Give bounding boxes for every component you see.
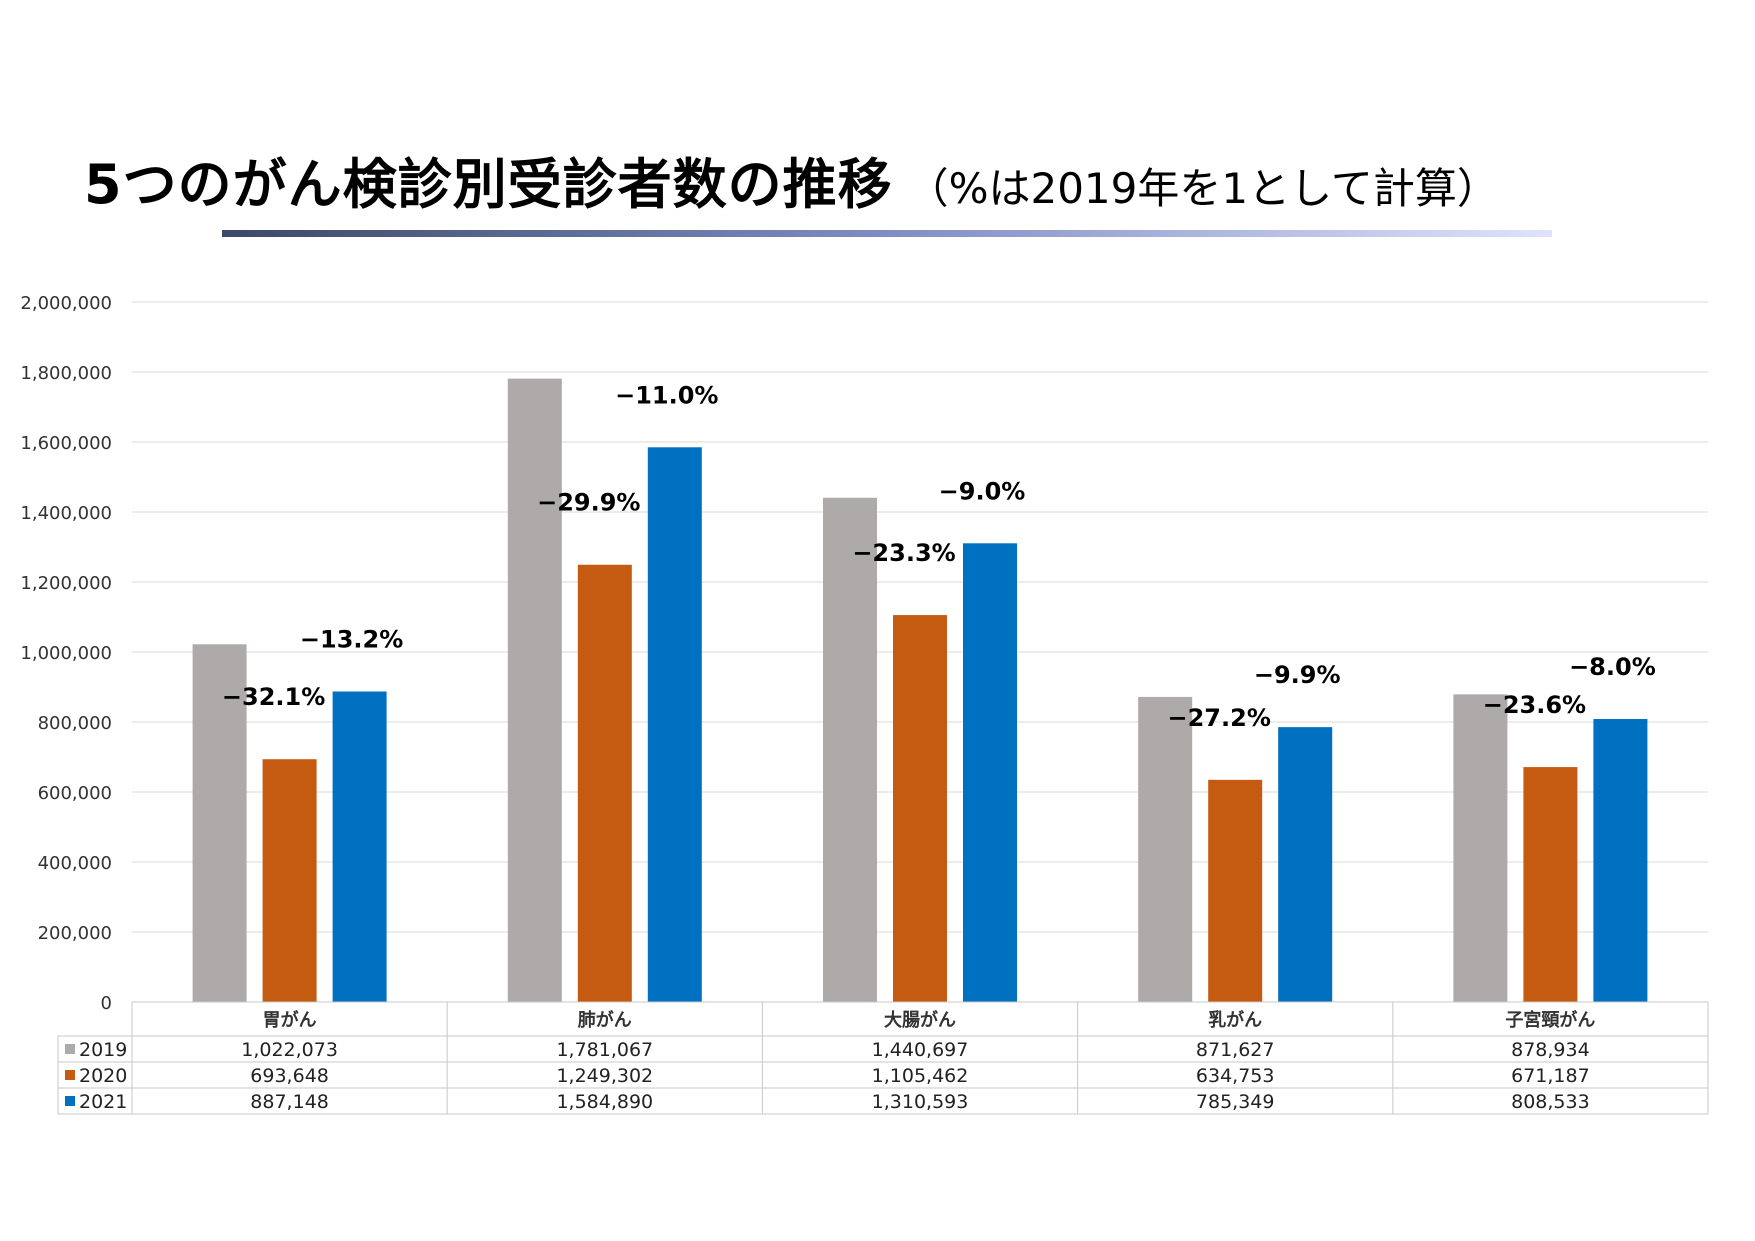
bar-2019 xyxy=(507,378,562,1002)
bar-2021 xyxy=(1593,719,1648,1002)
title-main: 5つのがん検診別受診者数の推移 xyxy=(84,153,893,216)
y-tick-label: 1,000,000 xyxy=(20,643,112,664)
y-tick-label: 0 xyxy=(101,993,112,1014)
slide-title: 5つのがん検診別受診者数の推移 （%は2019年を1として計算） xyxy=(84,140,1499,219)
category-label: 乳がん xyxy=(1208,1009,1262,1031)
pct-change-label: −11.0% xyxy=(615,381,718,409)
table-cell: 1,249,302 xyxy=(556,1065,653,1087)
pct-change-label: −23.3% xyxy=(852,539,955,567)
table-cell: 887,148 xyxy=(250,1091,329,1113)
legend-label: 2020 xyxy=(79,1065,127,1087)
pct-change-label: −8.0% xyxy=(1569,653,1656,681)
table-cell: 1,310,593 xyxy=(872,1091,969,1113)
data-table-border xyxy=(57,1035,1709,1115)
legend-swatch-2020 xyxy=(65,1070,75,1080)
bar-2021 xyxy=(332,691,387,1002)
legend-swatch-2021 xyxy=(65,1096,75,1106)
legend-label: 2019 xyxy=(79,1039,127,1061)
category-label: 大腸がん xyxy=(884,1009,956,1031)
pct-change-label: −9.9% xyxy=(1254,661,1341,689)
bar-2021 xyxy=(963,543,1017,1002)
table-cell: 671,187 xyxy=(1511,1065,1590,1087)
legend-swatch-2019 xyxy=(65,1044,75,1054)
category-label: 胃がん xyxy=(263,1009,317,1031)
table-cell: 1,440,697 xyxy=(872,1039,969,1061)
table-cell: 1,781,067 xyxy=(556,1039,653,1061)
y-tick-label: 1,600,000 xyxy=(20,433,112,454)
y-tick-label: 800,000 xyxy=(38,713,112,734)
pct-change-label: −32.1% xyxy=(222,683,325,711)
bar-2020 xyxy=(893,615,947,1002)
bar-2019 xyxy=(823,497,877,1002)
bar-2020 xyxy=(1208,779,1263,1002)
bar-2020 xyxy=(1523,767,1578,1002)
bar-2019 xyxy=(1138,696,1193,1002)
bar-2020 xyxy=(262,759,317,1002)
category-label: 肺がん xyxy=(578,1009,632,1031)
table-cell: 1,022,073 xyxy=(241,1039,338,1061)
pct-change-label: −29.9% xyxy=(537,489,640,517)
table-cell: 808,533 xyxy=(1511,1091,1590,1113)
y-tick-label: 1,400,000 xyxy=(20,503,112,524)
y-tick-label: 2,000,000 xyxy=(20,293,112,314)
title-note: （%は2019年を1として計算） xyxy=(906,164,1499,213)
bar-2021 xyxy=(1278,727,1333,1002)
bar-2019 xyxy=(1453,694,1508,1002)
y-tick-label: 600,000 xyxy=(38,783,112,804)
bar-2021 xyxy=(647,447,702,1002)
table-cell: 1,105,462 xyxy=(872,1065,969,1087)
y-tick-label: 1,200,000 xyxy=(20,573,112,594)
title-underline xyxy=(222,230,1552,237)
table-cell: 878,934 xyxy=(1511,1039,1590,1061)
y-tick-label: 400,000 xyxy=(38,853,112,874)
table-cell: 693,648 xyxy=(250,1065,329,1087)
pct-change-label: −9.0% xyxy=(939,477,1026,505)
table-cell: 871,627 xyxy=(1196,1039,1275,1061)
pct-change-label: −13.2% xyxy=(300,625,403,653)
bar-2019 xyxy=(192,644,247,1002)
table-cell: 785,349 xyxy=(1196,1091,1275,1113)
category-label: 子宮頸がん xyxy=(1505,1009,1595,1031)
table-cell: 1,584,890 xyxy=(556,1091,653,1113)
y-tick-label: 200,000 xyxy=(38,923,112,944)
bar-2020 xyxy=(577,564,632,1002)
table-cell: 634,753 xyxy=(1196,1065,1275,1087)
y-tick-label: 1,800,000 xyxy=(20,363,112,384)
pct-change-label: −23.6% xyxy=(1483,691,1586,719)
pct-change-label: −27.2% xyxy=(1168,704,1271,732)
legend-label: 2021 xyxy=(79,1091,127,1113)
